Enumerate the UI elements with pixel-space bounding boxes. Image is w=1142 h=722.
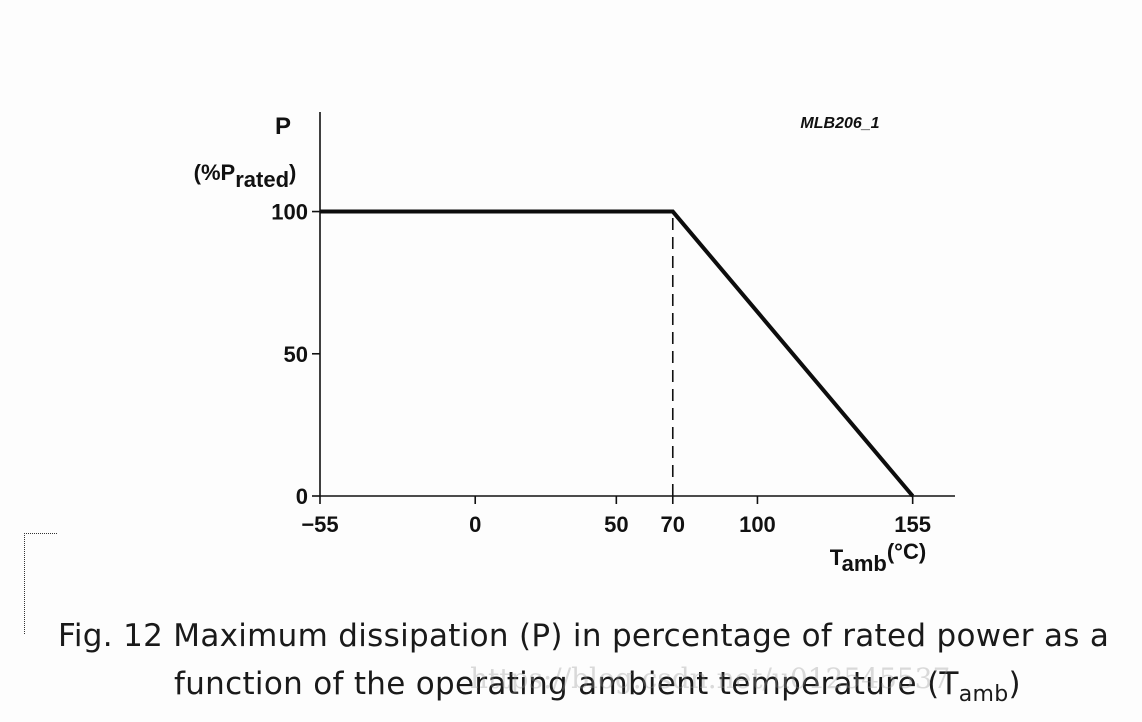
y-tick-label: 50	[284, 342, 308, 367]
caption-label: Fig. 12	[58, 618, 164, 654]
y-axis-unit: (%Prated)	[194, 160, 297, 192]
x-tick-label: 100	[739, 512, 776, 537]
caption-bracket	[24, 533, 57, 634]
x-tick-label: 0	[469, 512, 481, 537]
x-tick-label: 155	[894, 512, 931, 537]
watermark: https://blog.csdn.net/u012545537	[470, 662, 951, 695]
x-tick-label: 50	[604, 512, 628, 537]
caption-line2-prefix: function of the operating ambient temper…	[174, 666, 959, 702]
y-tick-label: 100	[271, 200, 308, 225]
x-axis-label: Tamb(°C)	[830, 539, 926, 576]
figure-caption: Fig. 12 Maximum dissipation (P) in perce…	[58, 612, 1138, 719]
caption-line1: Maximum dissipation (P) in percentage of…	[173, 618, 1110, 654]
axes	[319, 112, 955, 497]
caption-line2-suffix: )	[1008, 666, 1021, 702]
y-axis-label: P	[275, 113, 291, 140]
x-tick-label: −55	[301, 512, 338, 537]
ticks: 0 50 100 −55 0 50 70 100 155	[271, 200, 931, 537]
caption-line2: function of the operating ambient temper…	[58, 660, 1138, 719]
figure-code: MLB206_1	[800, 115, 879, 132]
series	[320, 209, 915, 498]
y-tick-label: 0	[296, 484, 308, 509]
labels: P (%Prated) Tamb(°C) MLB206_1	[194, 113, 927, 576]
derating-curve	[320, 209, 915, 498]
caption-line2-sub: amb	[958, 682, 1009, 708]
x-tick-label: 70	[661, 512, 685, 537]
